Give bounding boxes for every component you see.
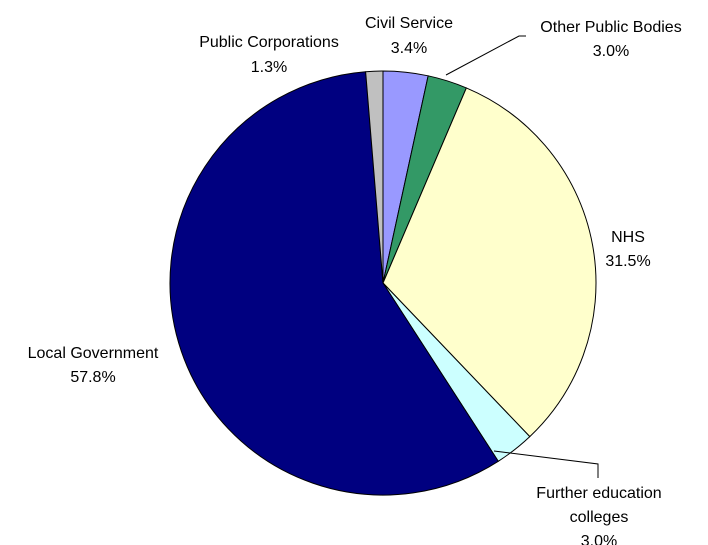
label-further-education-line-1: Further education: [536, 485, 661, 502]
value-nhs: 31.5%: [605, 253, 650, 270]
label-other-public-bodies: Other Public Bodies: [540, 19, 681, 36]
leader-other-public-bodies: [445, 35, 526, 76]
slice-public-corporations: [365, 70, 384, 284]
value-civil-service: 3.4%: [391, 40, 427, 57]
label-further-education-line-2: colleges: [570, 509, 629, 526]
leader-lines: [445, 35, 599, 478]
label-nhs: NHS: [611, 229, 645, 246]
slice-local-government: [169, 71, 499, 496]
label-civil-service: Civil Service: [365, 15, 453, 32]
label-local-government: Local Government: [28, 345, 159, 362]
pie-slices: [169, 70, 597, 496]
label-public-corporations: Public Corporations: [199, 34, 339, 51]
slice-nhs: [382, 87, 597, 438]
leader-further-education: [493, 450, 599, 478]
value-public-corporations: 1.3%: [251, 59, 287, 76]
value-other-public-bodies: 3.0%: [593, 43, 629, 60]
value-local-government: 57.8%: [70, 369, 115, 386]
value-further-education: 3.0%: [581, 533, 617, 545]
